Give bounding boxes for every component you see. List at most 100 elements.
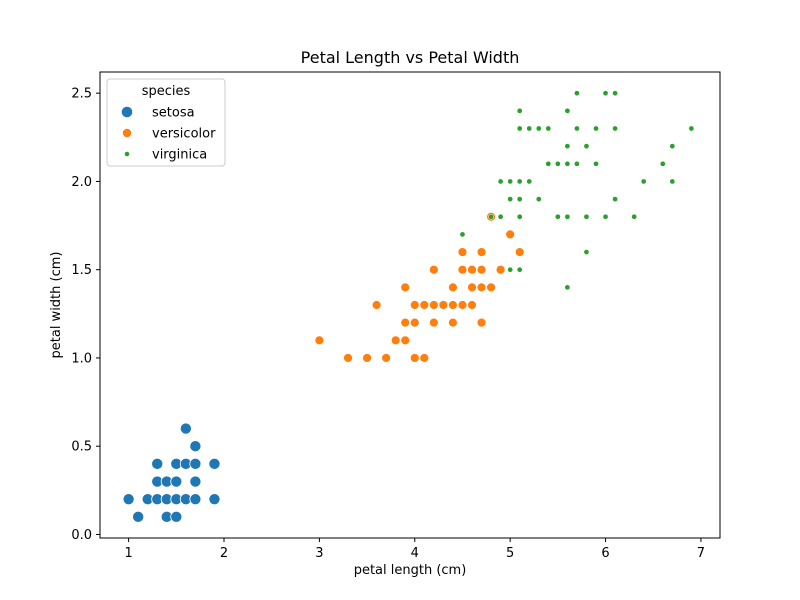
point-versicolor bbox=[419, 300, 430, 310]
point-virginica bbox=[688, 125, 695, 132]
point-virginica bbox=[574, 90, 580, 97]
point-virginica bbox=[535, 196, 542, 202]
point-versicolor bbox=[457, 247, 468, 257]
x-tick-label: 3 bbox=[315, 546, 323, 561]
x-tick-label: 4 bbox=[411, 546, 419, 561]
point-versicolor bbox=[448, 317, 458, 328]
point-virginica bbox=[554, 213, 561, 220]
point-virginica bbox=[612, 90, 618, 97]
point-setosa bbox=[122, 493, 135, 506]
point-virginica bbox=[669, 143, 676, 149]
point-versicolor bbox=[428, 264, 439, 275]
point-versicolor bbox=[400, 282, 411, 293]
point-setosa bbox=[189, 493, 202, 506]
point-versicolor bbox=[400, 335, 411, 346]
point-versicolor bbox=[457, 264, 468, 275]
point-versicolor bbox=[448, 300, 458, 310]
point-setosa bbox=[189, 440, 202, 453]
legend-frame bbox=[106, 78, 226, 167]
point-versicolor bbox=[343, 353, 353, 363]
point-virginica bbox=[631, 213, 638, 220]
point-virginica bbox=[574, 125, 580, 132]
point-versicolor bbox=[362, 353, 372, 363]
point-virginica bbox=[564, 107, 571, 114]
x-tick-label: 1 bbox=[124, 546, 132, 561]
point-virginica bbox=[516, 213, 523, 220]
y-tick-label: 1.5 bbox=[71, 263, 92, 278]
point-virginica bbox=[564, 284, 571, 291]
point-versicolor bbox=[476, 282, 487, 293]
series-setosa bbox=[122, 422, 221, 523]
point-virginica bbox=[545, 125, 552, 132]
point-virginica bbox=[669, 178, 676, 185]
point-virginica bbox=[612, 125, 618, 132]
x-tick-label: 2 bbox=[220, 546, 228, 561]
point-setosa bbox=[132, 510, 145, 523]
point-versicolor bbox=[476, 317, 487, 328]
data-points bbox=[122, 90, 695, 523]
point-virginica bbox=[516, 196, 523, 202]
point-setosa bbox=[189, 457, 202, 470]
point-versicolor bbox=[514, 247, 525, 257]
point-virginica bbox=[583, 213, 590, 220]
point-virginica bbox=[535, 125, 542, 132]
point-versicolor bbox=[409, 317, 420, 328]
point-versicolor bbox=[428, 317, 439, 328]
x-tick-label: 5 bbox=[506, 546, 514, 561]
point-virginica bbox=[459, 231, 466, 238]
point-virginica bbox=[507, 178, 514, 185]
point-setosa bbox=[208, 493, 221, 506]
point-virginica bbox=[497, 213, 504, 220]
point-virginica bbox=[516, 125, 523, 132]
point-versicolor bbox=[409, 353, 420, 363]
point-virginica bbox=[507, 196, 514, 202]
point-setosa bbox=[170, 510, 183, 523]
x-tick-label: 7 bbox=[697, 546, 705, 561]
point-versicolor bbox=[381, 353, 392, 363]
point-versicolor bbox=[409, 300, 420, 310]
point-virginica bbox=[602, 213, 609, 220]
point-virginica bbox=[516, 107, 523, 114]
point-versicolor bbox=[314, 335, 325, 346]
legend: species setosa versicolor virginica bbox=[106, 78, 226, 167]
point-virginica bbox=[516, 266, 523, 273]
point-virginica bbox=[640, 178, 647, 185]
point-virginica bbox=[507, 266, 514, 273]
point-versicolor bbox=[505, 229, 516, 240]
point-versicolor bbox=[467, 300, 477, 310]
x-tick-label: 6 bbox=[601, 546, 609, 561]
point-virginica bbox=[526, 125, 533, 132]
y-tick-label: 1.0 bbox=[71, 351, 92, 366]
point-versicolor bbox=[390, 335, 401, 346]
y-tick-label: 0.5 bbox=[71, 440, 92, 455]
point-versicolor bbox=[467, 282, 477, 293]
legend-marker-versicolor bbox=[122, 128, 132, 138]
legend-marker-setosa bbox=[121, 106, 133, 118]
legend-label-versicolor: versicolor bbox=[152, 127, 216, 142]
point-versicolor bbox=[476, 264, 487, 275]
point-versicolor bbox=[428, 300, 439, 310]
point-virginica bbox=[612, 196, 618, 202]
point-virginica bbox=[545, 160, 552, 167]
point-virginica bbox=[659, 160, 666, 167]
point-setosa bbox=[208, 457, 221, 470]
point-versicolor bbox=[438, 300, 449, 310]
point-virginica bbox=[564, 143, 571, 149]
point-virginica bbox=[593, 125, 599, 132]
point-virginica bbox=[497, 178, 504, 185]
legend-label-setosa: setosa bbox=[152, 106, 195, 121]
point-versicolor bbox=[371, 300, 382, 310]
point-virginica bbox=[554, 160, 561, 167]
point-versicolor bbox=[419, 353, 430, 363]
axis-ticks: 1 2 3 4 5 6 7 0.0 0.5 1.0 1.5 2.0 2.5 bbox=[71, 87, 705, 561]
legend-marker-virginica bbox=[124, 151, 130, 157]
point-setosa bbox=[151, 457, 164, 470]
legend-items: setosa versicolor virginica bbox=[121, 106, 216, 163]
point-virginica bbox=[488, 213, 494, 220]
legend-label-virginica: virginica bbox=[152, 148, 207, 163]
chart-title: Petal Length vs Petal Width bbox=[301, 48, 520, 67]
point-setosa bbox=[189, 475, 202, 488]
point-virginica bbox=[516, 178, 523, 185]
point-versicolor bbox=[486, 282, 496, 293]
